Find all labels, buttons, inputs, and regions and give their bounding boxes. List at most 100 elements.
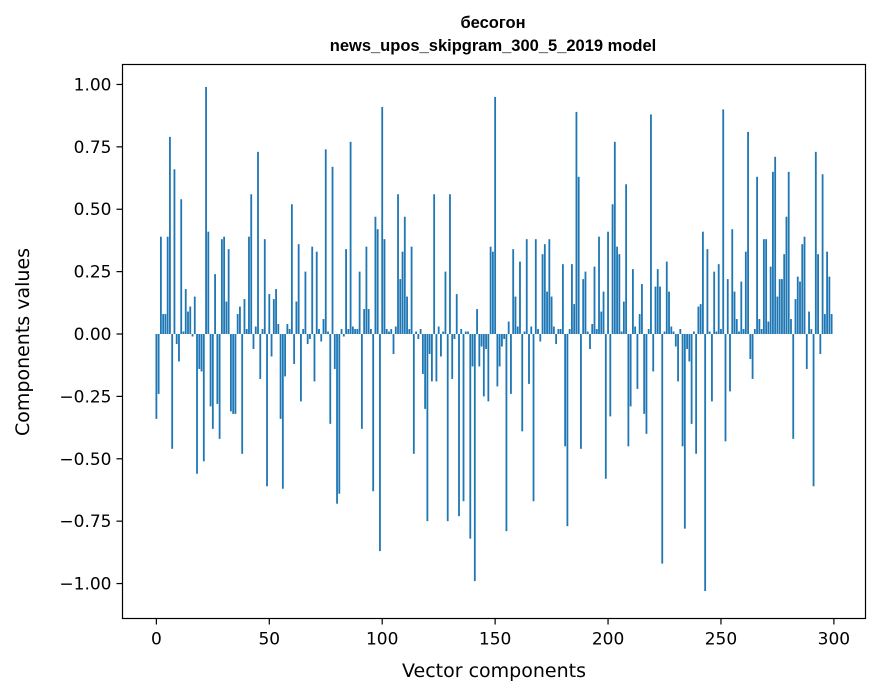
bar-289 [808,311,810,335]
bar-171 [541,254,544,335]
bar-239 [695,334,698,454]
bar-286 [801,244,804,335]
bar-158 [512,249,515,335]
bar-128 [444,271,447,335]
bar-36 [236,314,239,335]
bar-147 [487,334,490,402]
bar-136 [462,334,465,502]
bar-169 [537,329,539,335]
x-tick-label: 0 [151,630,162,650]
bar-43 [252,334,255,349]
bar-279 [785,216,788,335]
bar-206 [620,331,623,335]
bar-126 [440,334,442,357]
bar-211 [631,269,634,335]
bar-70 [313,334,316,382]
bar-13 [184,289,187,335]
bar-20 [200,334,203,372]
bar-63 [297,244,300,335]
bar-236 [688,334,691,362]
bar-155 [505,334,508,532]
bar-215 [641,284,643,335]
bar-282 [792,334,795,439]
bar-161 [519,261,521,335]
bar-68 [309,334,311,339]
bar-263 [749,334,752,359]
bar-130 [449,194,451,335]
bar-7 [171,334,174,449]
bar-131 [451,334,454,379]
bar-82 [340,329,343,335]
bar-255 [731,229,734,335]
bar-44 [254,326,257,335]
bar-18 [196,334,198,474]
bar-260 [742,329,745,335]
x-tick-label: 50 [258,630,280,650]
bar-165 [528,334,530,384]
bar-123 [433,194,436,335]
bar-85 [347,329,350,335]
bar-237 [690,334,693,424]
bar-31 [225,301,228,335]
bar-84 [345,249,347,335]
bar-74 [322,319,325,335]
bar-176 [552,326,555,335]
bar-257 [735,319,738,335]
bar-37 [239,306,241,335]
bar-60 [290,204,293,335]
bar-177 [555,334,558,344]
bar-220 [652,334,655,372]
bar-227 [668,291,670,335]
bar-29 [220,239,223,335]
bar-274 [774,156,777,335]
y-axis-label: Components values [12,248,34,436]
bar-254 [729,334,731,392]
y-tick-label: 0.50 [74,200,112,220]
x-axis-label: Vector components [402,660,586,682]
bar-58 [286,324,289,335]
bar-112 [408,329,411,335]
bar-95 [370,329,372,335]
bar-167 [532,334,535,502]
bar-135 [460,329,463,335]
bar-107 [397,194,399,335]
bar-148 [489,246,492,335]
bar-65 [302,329,305,335]
bar-51 [270,334,273,357]
bar-87 [351,326,354,335]
bar-124 [435,334,438,382]
bar-275 [776,296,779,335]
bar-47 [261,329,264,335]
bar-222 [656,269,659,335]
bar-16 [191,334,194,337]
bar-178 [557,329,560,335]
bar-3 [162,314,165,335]
bar-264 [751,334,754,379]
bar-23 [207,231,210,335]
bar-271 [767,321,770,335]
bar-295 [821,174,824,335]
x-tick-label: 200 [592,630,624,650]
bar-127 [442,331,445,335]
bar-32 [227,249,230,335]
bar-294 [819,334,822,354]
bar-50 [268,294,271,335]
bar-115 [415,331,417,335]
y-tick-label: 0.75 [74,138,112,158]
bar-182 [566,334,569,527]
bar-159 [514,296,517,335]
bar-116 [417,334,420,339]
bar-140 [471,334,474,367]
bar-168 [534,239,537,335]
bar-139 [469,334,472,539]
bar-179 [559,329,562,335]
bar-194 [593,266,596,335]
bar-62 [295,301,298,335]
bar-138 [467,331,469,335]
bar-93 [365,246,368,335]
bar-181 [564,334,567,447]
bar-1 [157,334,160,394]
bar-192 [589,334,591,349]
bar-86 [349,141,352,335]
